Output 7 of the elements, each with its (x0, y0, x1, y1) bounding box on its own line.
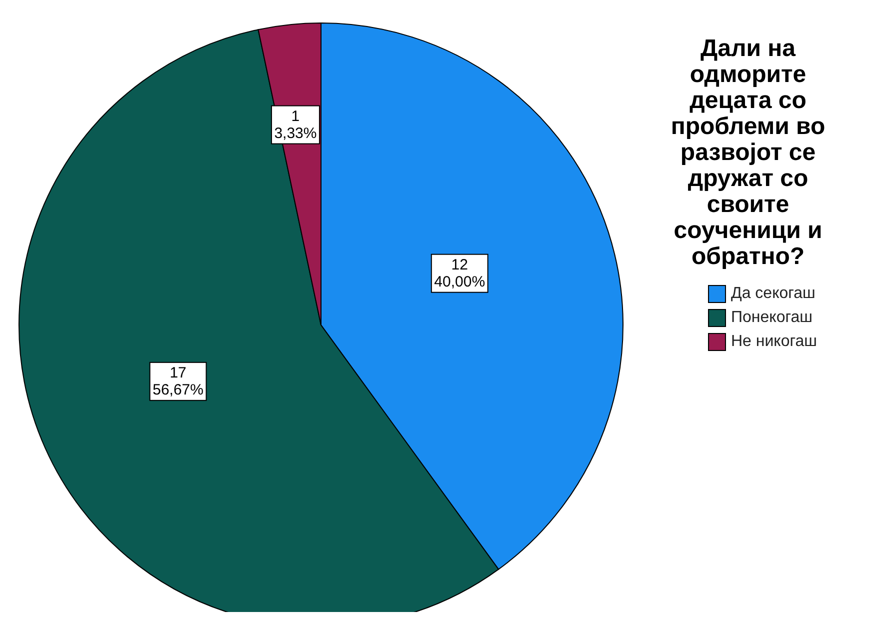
legend-label: Понекогаш (731, 309, 812, 327)
data-label: 1 3,33% (274, 108, 317, 142)
legend-label: Да секогаш (731, 285, 816, 303)
legend-label: Не никогаш (731, 333, 817, 351)
data-label: 17 56,67% (152, 364, 204, 398)
data-label: 12 40,00% (434, 256, 486, 290)
text: Дали на одморите децата со проблеми во развојот се дружат со своите соученици и обратно? (670, 35, 826, 270)
